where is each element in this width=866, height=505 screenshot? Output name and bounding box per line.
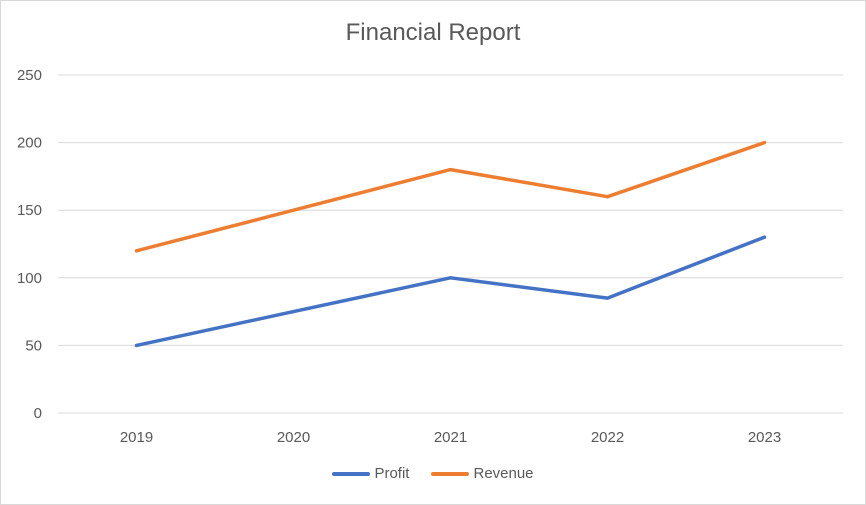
series-line-profit [134,235,767,348]
data-point-revenue [292,208,295,212]
data-point-revenue [449,168,452,172]
y-tick-label: 100 [17,270,42,287]
y-tick-label: 0 [34,405,42,422]
y-axis-ticks: 0 50 100 150 200 250 [17,67,42,422]
y-tick-label: 50 [25,337,42,354]
chart-title: Financial Report [345,19,521,46]
data-point-profit [292,310,295,314]
x-tick-label: 2023 [748,429,781,446]
x-tick-label: 2020 [277,429,310,446]
data-point-revenue [135,249,138,253]
data-point-revenue [763,141,766,145]
series-lines [134,140,767,348]
y-tick-label: 200 [17,135,42,152]
data-point-profit [606,296,609,300]
y-tick-label: 250 [17,67,42,84]
x-tick-label: 2019 [120,429,153,446]
y-tick-label: 150 [17,202,42,219]
data-point-profit [449,276,452,280]
x-tick-label: 2022 [591,429,624,446]
data-point-profit [135,343,138,347]
data-point-profit [763,235,766,239]
legend-item-revenue: Revenue [431,465,534,482]
legend-swatch [431,471,470,476]
legend-label: Profit [374,465,410,482]
data-point-revenue [606,195,609,199]
x-tick-label: 2021 [434,429,467,446]
gridlines [58,74,843,414]
legend: Profit Revenue [1,465,865,482]
legend-swatch [332,471,371,476]
legend-label: Revenue [473,465,534,482]
x-axis-ticks: 2019 2020 2021 2022 2023 [120,429,781,446]
series-line-revenue [134,140,767,253]
legend-item-profit: Profit [332,465,409,482]
